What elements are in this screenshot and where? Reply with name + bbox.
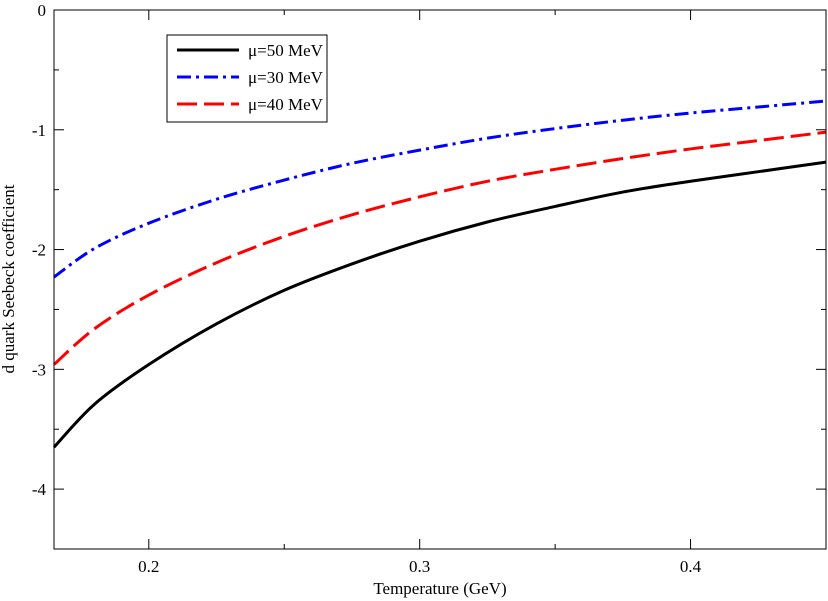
legend: μ=50 MeV μ=30 MeV μ=40 MeV bbox=[166, 34, 328, 123]
x-tick-label: 0.3 bbox=[409, 557, 430, 576]
x-axis-label: Temperature (GeV) bbox=[373, 579, 506, 598]
series-line-2 bbox=[53, 130, 827, 366]
y-axis-label: d quark Seebeck coefficient bbox=[0, 184, 18, 373]
x-tick-label: 0.4 bbox=[680, 557, 702, 576]
x-tick-label: 0.2 bbox=[138, 557, 159, 576]
y-tick-label: -4 bbox=[32, 480, 47, 499]
legend-label-1: μ=30 MeV bbox=[248, 68, 324, 87]
y-tick-label: -1 bbox=[32, 121, 46, 140]
y-tick-label: 0 bbox=[38, 1, 47, 20]
y-tick-label: -3 bbox=[32, 360, 46, 379]
axis-ticks: 0.2 0.3 0.4 0 -1 -2 -3 -4 bbox=[32, 1, 827, 576]
legend-label-0: μ=50 MeV bbox=[248, 41, 324, 60]
y-tick-label: -2 bbox=[32, 241, 46, 260]
series-lines bbox=[52, 99, 827, 449]
legend-label-2: μ=40 MeV bbox=[248, 95, 324, 114]
series-line-0 bbox=[52, 160, 827, 449]
plot-frame bbox=[53, 9, 827, 550]
series-line-1 bbox=[53, 99, 827, 279]
